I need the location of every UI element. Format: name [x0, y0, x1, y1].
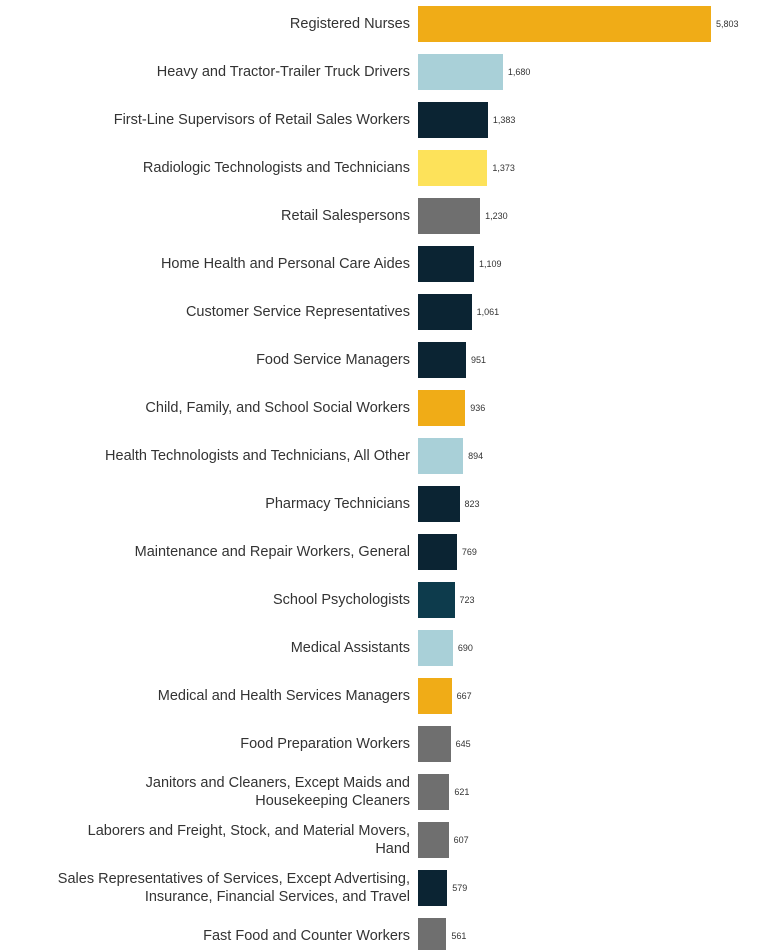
category-label: Heavy and Tractor-Trailer Truck Drivers	[156, 64, 410, 80]
value-label: 1,230	[485, 211, 508, 221]
category-label: Radiologic Technologists and Technicians	[142, 160, 410, 176]
bar	[418, 390, 466, 426]
value-label: 667	[456, 691, 472, 701]
bar	[418, 678, 452, 714]
bar	[418, 918, 447, 950]
bar	[418, 870, 448, 906]
value-label: 823	[464, 499, 480, 509]
category-label: Retail Salespersons	[281, 208, 410, 224]
category-label: Medical and Health Services Managers	[157, 688, 410, 704]
category-label: Health Technologists and Technicians, Al…	[105, 448, 410, 464]
category-label: Food Service Managers	[256, 352, 410, 368]
bar	[418, 150, 488, 186]
category-label: Food Preparation Workers	[240, 736, 410, 752]
category-label: Maintenance and Repair Workers, General	[134, 544, 410, 560]
bar	[418, 246, 474, 282]
bar	[418, 438, 464, 474]
category-label: Pharmacy Technicians	[265, 496, 410, 512]
category-label: School Psychologists	[272, 592, 410, 608]
bar	[418, 6, 711, 42]
category-label: Sales Representatives of Services, Excep…	[57, 871, 410, 905]
category-label: First-Line Supervisors of Retail Sales W…	[113, 112, 410, 128]
bar	[418, 534, 457, 570]
value-label: 579	[452, 883, 468, 893]
value-label: 936	[470, 403, 486, 413]
category-label: Janitors and Cleaners, Except Maids and …	[145, 775, 410, 809]
bar	[418, 630, 453, 666]
value-label: 1,109	[478, 259, 502, 269]
bar	[418, 102, 488, 138]
category-label: Laborers and Freight, Stock, and Materia…	[87, 823, 410, 857]
value-label: 1,680	[507, 67, 531, 77]
category-label: Child, Family, and School Social Workers	[145, 400, 410, 416]
category-label: Registered Nurses	[289, 16, 410, 32]
bar	[418, 54, 503, 90]
bar	[418, 822, 449, 858]
value-label: 894	[468, 451, 484, 461]
value-label: 621	[454, 787, 470, 797]
bar	[418, 726, 451, 762]
value-label: 723	[459, 595, 475, 605]
value-label: 769	[461, 547, 477, 557]
bar	[418, 486, 460, 522]
bar	[418, 342, 467, 378]
value-label: 645	[455, 739, 471, 749]
value-label: 951	[471, 355, 487, 365]
value-label: 690	[457, 643, 473, 653]
value-label: 5,803	[716, 19, 739, 29]
category-label: Medical Assistants	[290, 640, 410, 656]
value-label: 607	[453, 835, 469, 845]
bar	[418, 774, 450, 810]
bar	[418, 582, 455, 618]
value-label: 561	[451, 931, 467, 941]
value-label: 1,061	[476, 307, 500, 317]
category-label: Fast Food and Counter Workers	[203, 928, 410, 944]
bar	[418, 198, 481, 234]
bar	[418, 294, 472, 330]
value-label: 1,373	[492, 163, 515, 173]
category-label: Home Health and Personal Care Aides	[160, 256, 410, 272]
value-label: 1,383	[492, 115, 516, 125]
category-label: Customer Service Representatives	[185, 304, 410, 320]
